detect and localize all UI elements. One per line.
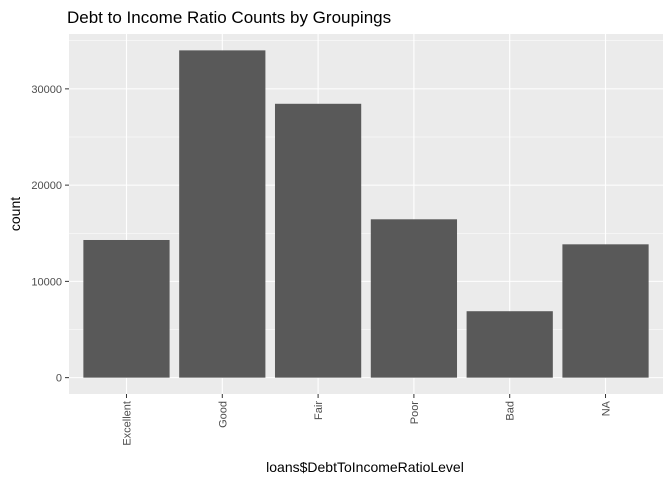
y-tick-label: 10000 [31, 276, 62, 288]
y-tick-label: 30000 [31, 84, 62, 96]
x-tick-label: Excellent [121, 401, 133, 446]
chart-title: Debt to Income Ratio Counts by Groupings [67, 8, 391, 27]
bar-good [179, 50, 266, 378]
bar-na [562, 244, 649, 378]
y-axis-title: count [7, 197, 23, 231]
x-tick-label: Good [217, 401, 229, 428]
x-tick-label: Fair [313, 401, 325, 420]
bar-bad [466, 311, 553, 378]
y-tick-label: 0 [56, 373, 62, 385]
x-tick-label: Poor [409, 401, 421, 425]
x-tick-label: Bad [505, 401, 517, 421]
bar-excellent [83, 239, 170, 378]
bar-fair [274, 103, 362, 378]
x-tick-label: NA [601, 400, 613, 416]
bar-poor [370, 219, 458, 378]
x-axis-title: loans$DebtToIncomeRatioLevel [266, 459, 464, 475]
y-tick-label: 20000 [31, 180, 62, 192]
y-axis: 0 10000 20000 30000 [31, 84, 69, 385]
x-axis: Excellent Good Fair Poor Bad NA [121, 394, 613, 446]
bars [83, 50, 649, 378]
